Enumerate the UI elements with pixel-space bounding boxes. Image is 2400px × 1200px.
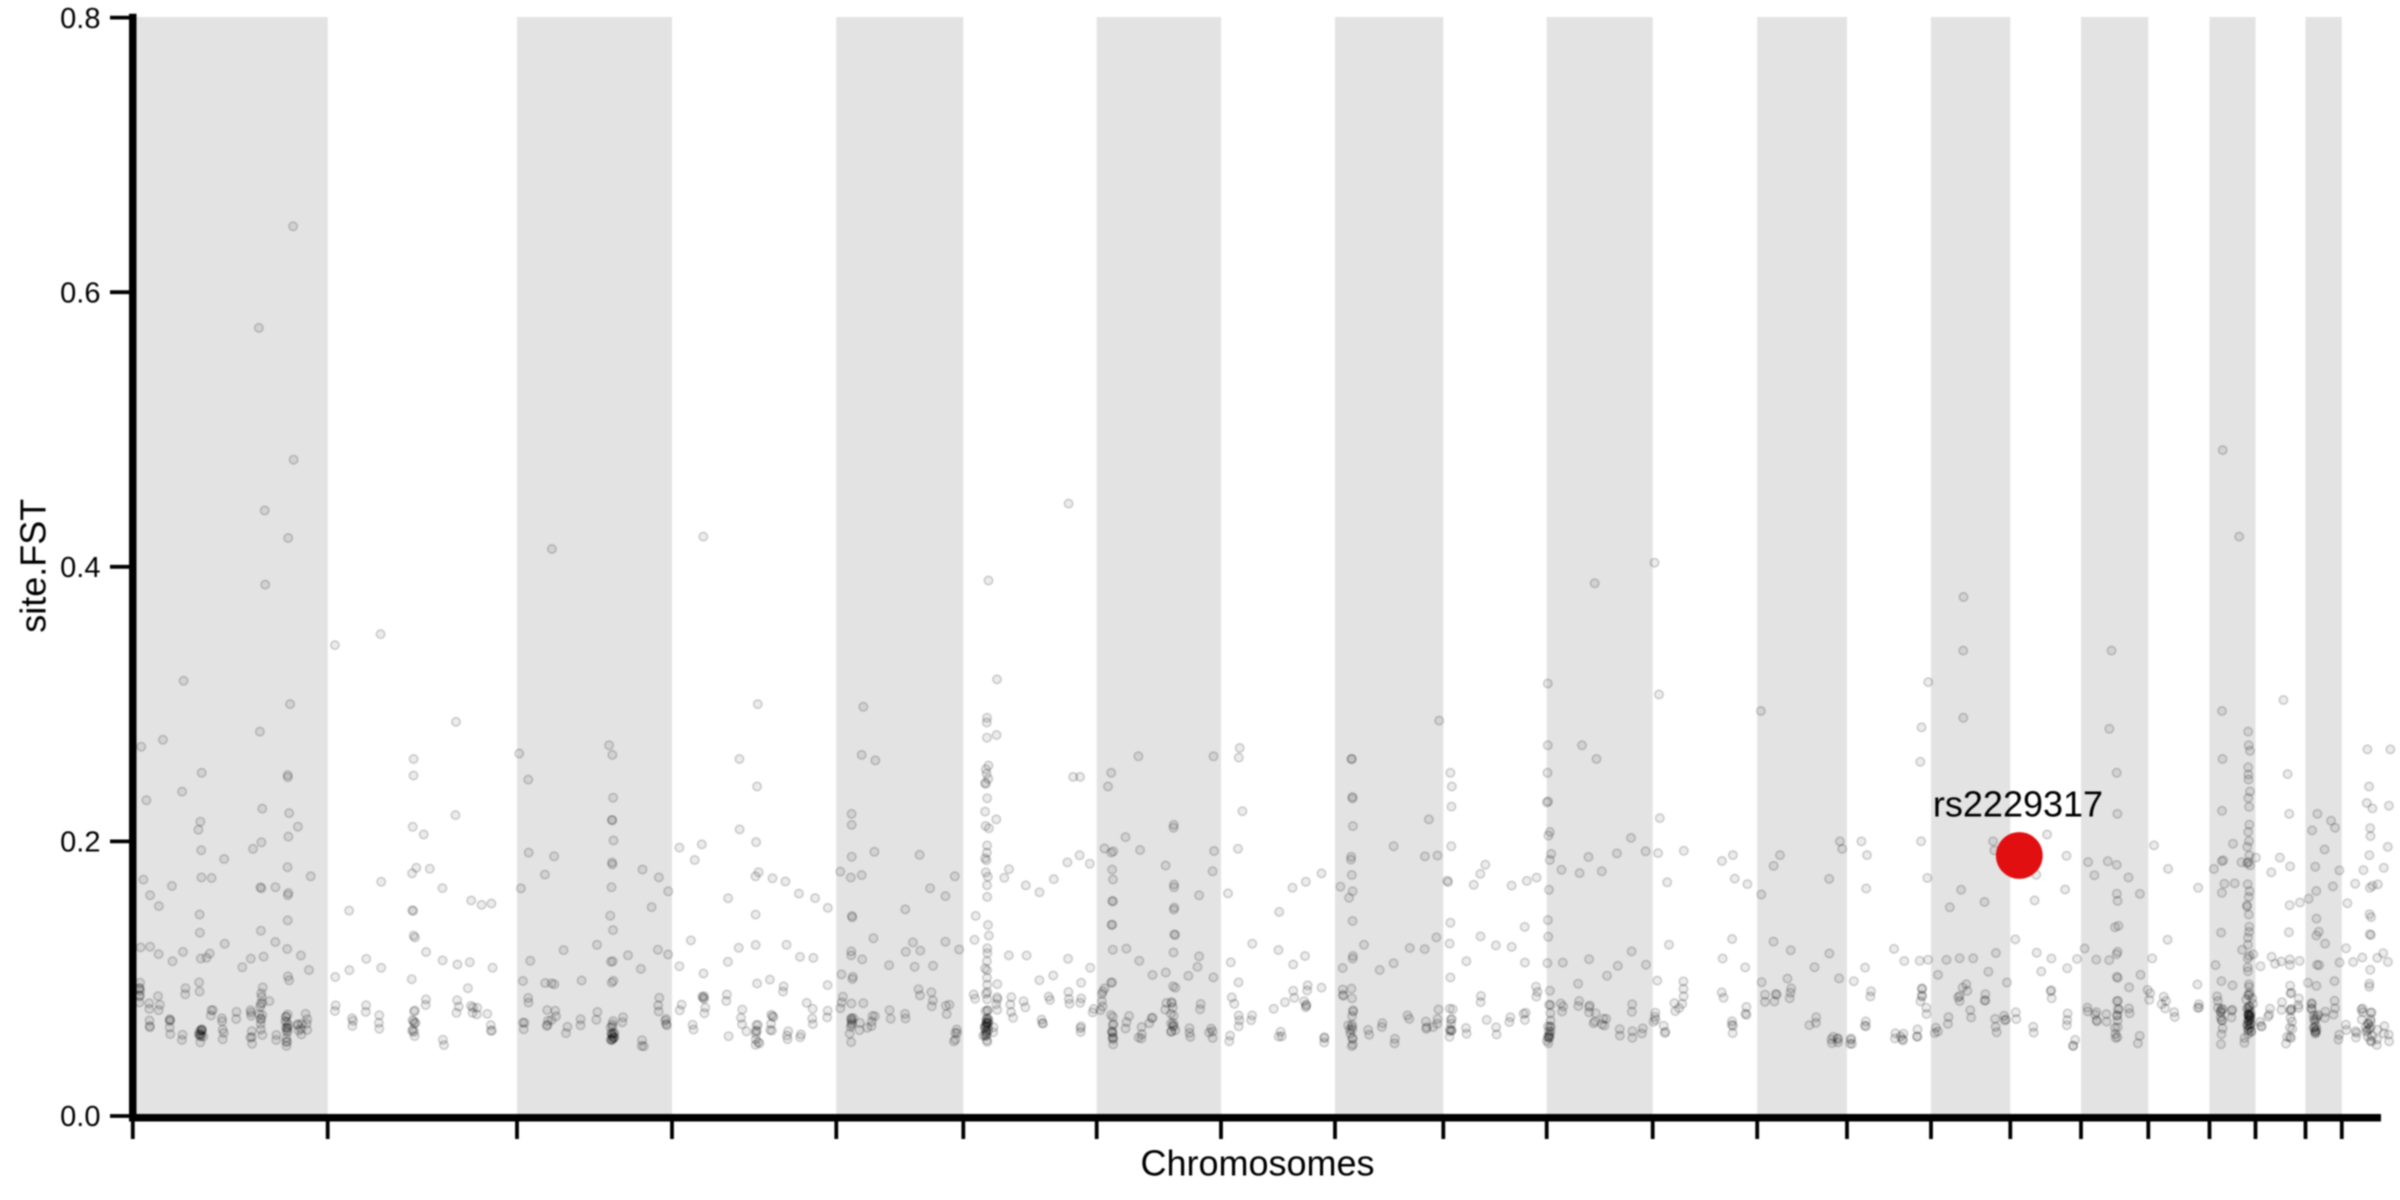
svg-text:Chromosomes: Chromosomes [1140, 1143, 1374, 1184]
svg-text:0.2: 0.2 [60, 827, 100, 859]
svg-text:0.4: 0.4 [60, 552, 100, 584]
svg-text:0.6: 0.6 [60, 277, 100, 309]
svg-text:0.0: 0.0 [60, 1101, 100, 1133]
svg-text:0.8: 0.8 [60, 3, 100, 35]
svg-text:site.FST: site.FST [13, 499, 54, 633]
svg-text:rs2229317: rs2229317 [1933, 784, 2103, 825]
